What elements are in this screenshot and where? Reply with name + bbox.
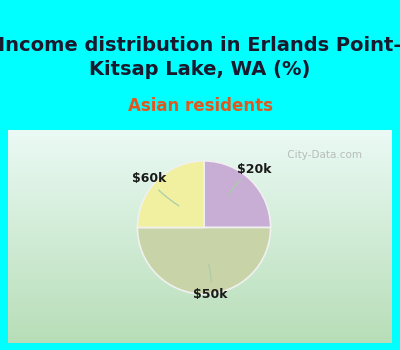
Wedge shape bbox=[138, 228, 270, 294]
Wedge shape bbox=[138, 161, 204, 228]
Text: City-Data.com: City-Data.com bbox=[284, 150, 362, 160]
Wedge shape bbox=[204, 161, 270, 228]
Text: $60k: $60k bbox=[132, 172, 179, 206]
Text: $20k: $20k bbox=[228, 162, 272, 194]
Text: Income distribution in Erlands Point-
Kitsap Lake, WA (%): Income distribution in Erlands Point- Ki… bbox=[0, 36, 400, 79]
Text: Asian residents: Asian residents bbox=[128, 97, 272, 115]
Text: $50k: $50k bbox=[193, 264, 228, 301]
